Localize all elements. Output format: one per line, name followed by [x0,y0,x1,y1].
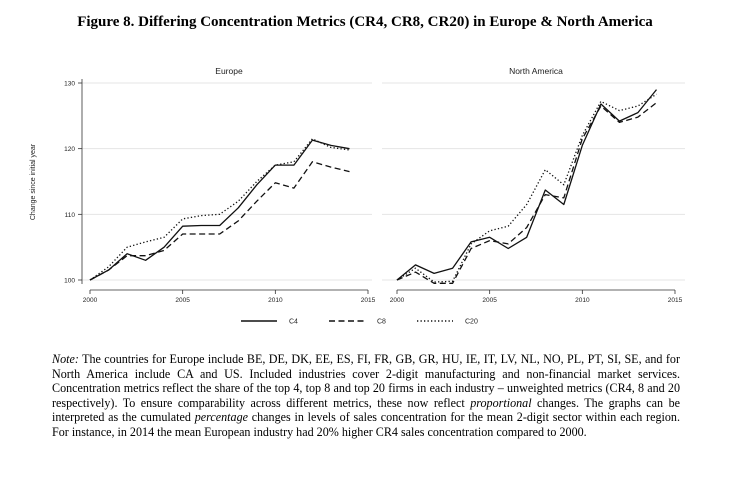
legend: C4 C8 C20 [241,319,478,326]
note-lead: Note: [52,352,79,366]
panel-title: North America [509,66,563,76]
note-text-2: changes. The graphs can be interpreted a… [52,395,680,425]
series-line-c20 [396,93,657,283]
x-tick-label: 2010 [268,297,283,304]
x-tick-label: 2005 [175,297,190,304]
note-text-3: changes in levels of sales concentration… [52,410,680,439]
series-line-c4 [396,89,658,281]
x-tick-label: 2005 [482,297,497,304]
series-line-c20 [89,138,350,281]
figure-title: Figure 8. Differing Concentration Metric… [77,14,653,30]
y-tick-label: 100 [64,278,75,285]
legend-label-c8: C8 [377,319,386,326]
note-emphasis-percentage: percentage [194,410,248,425]
series-line-c8 [89,161,350,281]
series-line-c8 [396,102,657,284]
y-tick-label: 110 [65,212,76,219]
note-text-1: The countries for Europe include BE, DE,… [52,352,680,410]
x-tick-label: 2015 [361,297,376,304]
figure-note: Note: The countries for Europe include B… [52,352,680,440]
x-tick-label: 2000 [83,297,98,304]
panel-europe: Europe 100 110 120 130 2000 2005 2010 2015 [64,66,375,304]
x-tick-label: 2015 [668,297,683,304]
legend-label-c4: C4 [289,319,298,326]
y-tick-label: 120 [64,146,75,153]
note-emphasis-proportional: proportional [470,395,532,410]
y-axis-label: Change since initial year [30,143,37,220]
panel-north-america: North America 2000 2005 2010 2015 [382,66,685,304]
legend-label-c20: C20 [465,319,478,326]
panel-title: Europe [215,66,243,76]
y-tick-label: 130 [64,81,75,88]
x-tick-label: 2000 [390,297,405,304]
series-line-c4 [89,139,350,281]
line-chart: Change since initial year Europe 100 110 12… [30,66,685,326]
x-tick-label: 2010 [575,297,590,304]
